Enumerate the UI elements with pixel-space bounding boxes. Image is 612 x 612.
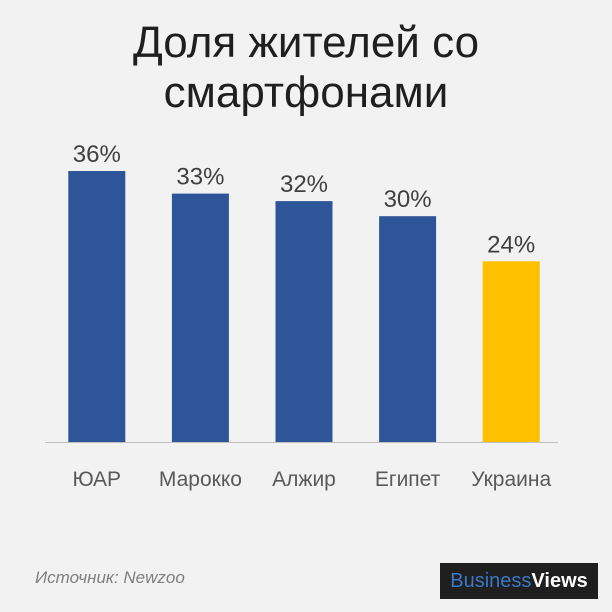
bar-5	[482, 261, 540, 442]
chart-title-line-1: Доля жителей со	[132, 18, 480, 67]
chart-title: Доля жителей со смартфонами	[0, 18, 612, 118]
chart-title-line-2: смартфонами	[163, 68, 449, 117]
data-label-1: 36%	[73, 141, 121, 168]
bar-4	[379, 216, 437, 442]
businessviews-logo: Business Views	[440, 563, 598, 599]
data-label-3: 32%	[280, 171, 328, 198]
logo-text-business: Business	[450, 569, 532, 592]
bar-3	[275, 201, 333, 442]
category-label-2: Марокко	[159, 468, 242, 491]
category-label-5: Украина	[471, 468, 551, 491]
bar-1	[68, 171, 126, 442]
category-label-4: Египет	[375, 468, 441, 491]
data-label-5: 24%	[487, 231, 535, 258]
category-label-3: Алжир	[272, 468, 336, 491]
source-note: Источник: Newzoo	[35, 568, 185, 587]
data-label-2: 33%	[176, 164, 224, 191]
data-label-4: 30%	[384, 186, 432, 213]
bar-2	[171, 193, 229, 442]
category-label-1: ЮАР	[73, 468, 122, 491]
logo-text-views: Views	[531, 569, 588, 592]
